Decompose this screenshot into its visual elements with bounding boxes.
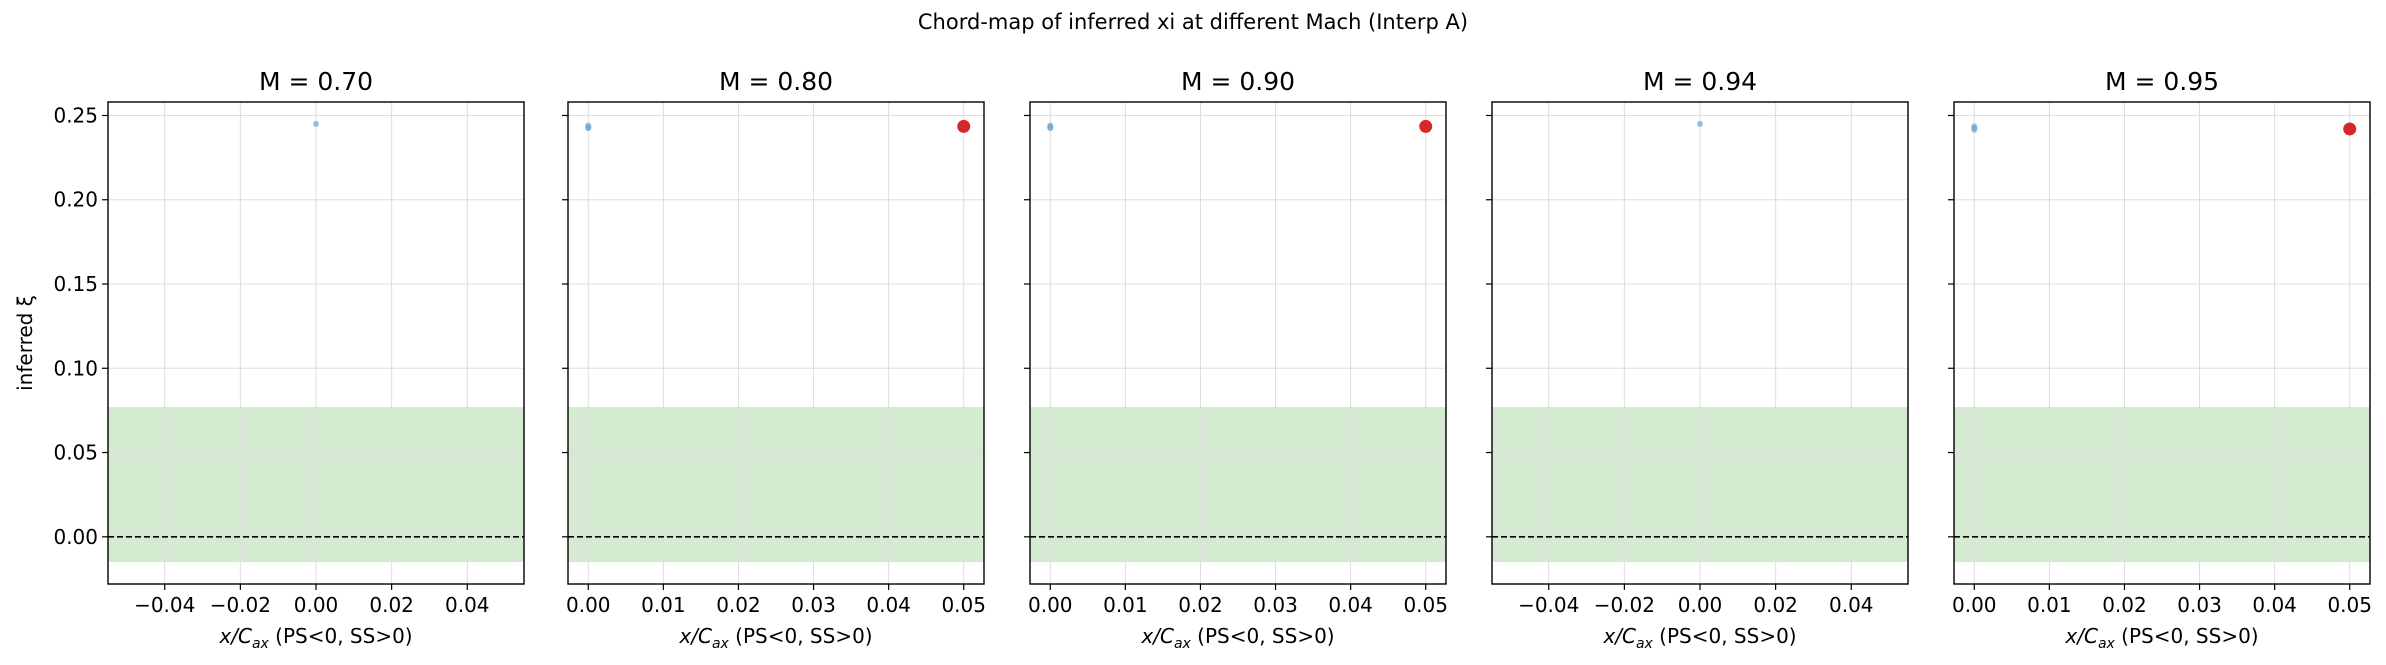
x-tick-label: 0.00 (294, 593, 339, 617)
x-axis-label: x/Cax (PS<0, SS>0) (1140, 624, 1334, 652)
x-tick-label: 0.03 (2177, 593, 2222, 617)
y-tick-label: 0.05 (53, 441, 98, 465)
data-point-small (313, 120, 319, 127)
x-tick-label: 0.00 (1678, 593, 1723, 617)
data-point-small (1697, 120, 1703, 127)
x-tick-label: 0.03 (1253, 593, 1298, 617)
x-axis-label: x/Cax (PS<0, SS>0) (218, 624, 412, 652)
x-tick-label: 0.05 (2327, 593, 2372, 617)
x-tick-label: 0.02 (1753, 593, 1798, 617)
x-tick-label: −0.02 (210, 593, 271, 617)
target-band (1954, 407, 2370, 563)
y-tick-label: 0.10 (53, 356, 98, 380)
axes-frame (567, 101, 985, 585)
x-tick-label: 0.04 (1829, 593, 1874, 617)
x-tick-label: −0.02 (1594, 593, 1655, 617)
x-tick-label: 0.04 (1328, 593, 1373, 617)
x-tick-label: 0.01 (1103, 593, 1148, 617)
x-tick-label: −0.04 (134, 593, 195, 617)
x-axis-label: x/Cax (PS<0, SS>0) (678, 624, 872, 652)
y-axis-label: inferred ξ (13, 295, 37, 391)
data-point-small (585, 124, 592, 131)
x-tick-label: 0.02 (369, 593, 414, 617)
x-tick-label: 0.00 (1952, 593, 1997, 617)
target-band (568, 407, 984, 563)
data-point-small (1047, 124, 1054, 131)
panel-title: M = 0.70 (259, 67, 373, 96)
panel-title: M = 0.94 (1643, 67, 1757, 96)
x-tick-label: 0.01 (641, 593, 686, 617)
panel-title: M = 0.95 (2105, 67, 2219, 96)
x-tick-label: 0.04 (2252, 593, 2297, 617)
data-point-large (957, 119, 971, 133)
x-tick-label: 0.02 (1178, 593, 1223, 617)
y-tick-label: 0.20 (53, 188, 98, 212)
panel-2: 0.00 0.01 0.02 0.03 0.04 0.05 M = 0.80 x/Cax (P… (562, 67, 986, 652)
axes-frame (1029, 101, 1447, 585)
x-tick-label: 0.04 (866, 593, 911, 617)
figure-title: Chord-map of inferred xi at different Ma… (917, 10, 1469, 34)
y-tick-label: 0.25 (53, 103, 98, 127)
x-axis-label: x/Cax (PS<0, SS>0) (2064, 624, 2258, 652)
x-tick-label: 0.03 (791, 593, 836, 617)
x-tick-label: 0.00 (566, 593, 611, 617)
x-axis-label: x/Cax (PS<0, SS>0) (1602, 624, 1796, 652)
x-tick-label: 0.04 (445, 593, 490, 617)
y-tick-label: 0.00 (53, 525, 98, 549)
target-band (1030, 407, 1446, 563)
data-point-small (1971, 125, 1978, 132)
panel-3: 0.00 0.01 0.02 0.03 0.04 0.05 M = 0.90 x/Cax (P… (1024, 67, 1448, 652)
panel-title: M = 0.90 (1181, 67, 1295, 96)
data-point-large (2343, 122, 2357, 136)
x-tick-label: 0.02 (2102, 593, 2147, 617)
axes-frame (1953, 101, 2371, 585)
x-tick-label: 0.01 (2027, 593, 2072, 617)
x-tick-label: 0.05 (1403, 593, 1448, 617)
x-tick-label: −0.04 (1518, 593, 1579, 617)
x-tick-label: 0.02 (716, 593, 761, 617)
panel-4: −0.04 −0.02 0.00 0.02 0.04 M = 0.94 x/Cax (PS<… (1486, 67, 1909, 652)
x-tick-label: 0.00 (1028, 593, 1073, 617)
y-tick-label: 0.15 (53, 272, 98, 296)
panel-5: 0.00 0.01 0.02 0.03 0.04 0.05 M = 0.95 x/Cax (P… (1948, 67, 2372, 652)
data-point-large (1419, 119, 1433, 133)
panel-1: −0.04 −0.02 0.00 0.02 0.04 0.00 0.05 0.10 0.15 0.… (13, 67, 525, 652)
panel-title: M = 0.80 (719, 67, 833, 96)
x-tick-label: 0.05 (941, 593, 986, 617)
